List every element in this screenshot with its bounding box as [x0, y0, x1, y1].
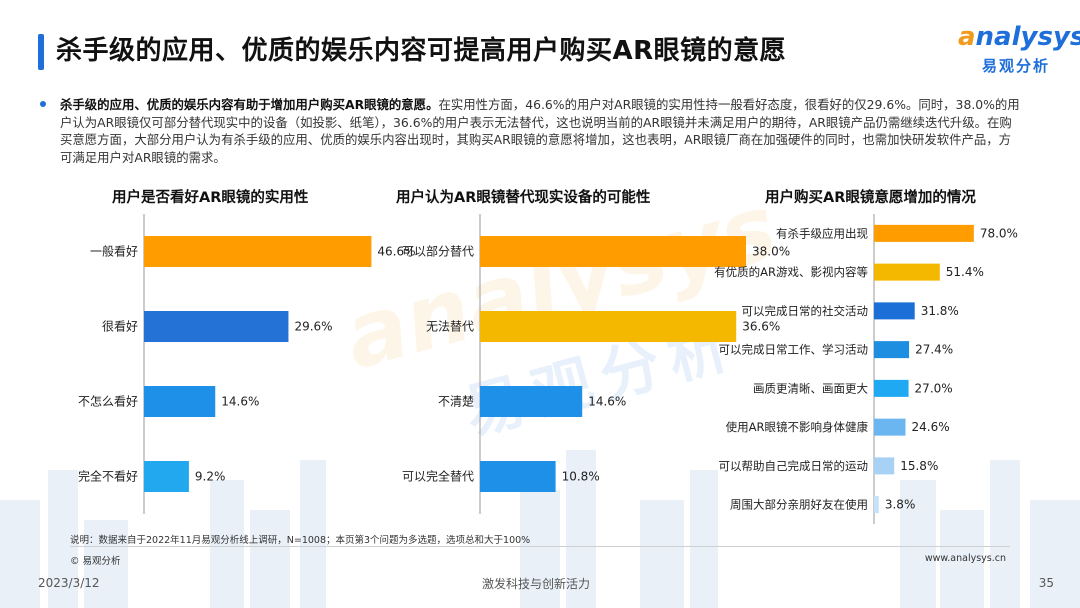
footnote: 说明：数据来自于2022年11月易观分析线上调研，N=1008；本页第3个问题为… [70, 535, 531, 546]
chart2-category-label-0: 可以部分替代 [402, 244, 474, 259]
chart3-value-label-7: 3.8% [885, 498, 916, 512]
report-date: 2023/3/12 [38, 576, 100, 590]
chart1-value-label-2: 14.6% [221, 395, 259, 409]
chart1-value-label-1: 29.6% [294, 320, 332, 334]
chart2-category-label-2: 不清楚 [438, 395, 474, 409]
chart1-bar-1 [144, 311, 289, 342]
chart2-value-label-3: 10.8% [562, 470, 600, 484]
chart2-title: 用户认为AR眼镜替代现实设备的可能性 [396, 190, 651, 206]
chart3-value-label-6: 15.8% [900, 459, 938, 473]
page-number: 35 [1038, 576, 1054, 590]
summary-bullet [40, 101, 46, 107]
chart2-category-label-1: 无法替代 [426, 320, 474, 334]
website-link[interactable]: www.analysys.cn [924, 553, 1006, 564]
chart2-value-label-2: 14.6% [588, 395, 626, 409]
summary-paragraph: 杀手级的应用、优质的娱乐内容有助于增加用户购买AR眼镜的意愿。在实用性方面，46… [60, 96, 1022, 166]
chart1-bar-0 [144, 236, 372, 267]
chart2-value-label-1: 36.6% [742, 320, 780, 334]
chart3-category-label-1: 有优质的AR游戏、影视内容等 [714, 265, 868, 279]
chart1-value-label-3: 9.2% [195, 470, 226, 484]
chart3-value-label-2: 31.8% [921, 304, 959, 318]
chart1-bar-3 [144, 461, 189, 492]
chart3-value-label-0: 78.0% [980, 226, 1018, 240]
chart3-bar-chart: 有杀手级应用出现 78.0% 有优质的AR游戏、影视内容等 51.4% 可以完成日常的社… [714, 214, 1018, 524]
chart1-category-label-3: 完全不看好 [78, 469, 138, 484]
logo-english-rest: nalysys [975, 22, 1080, 52]
title-accent-bar [38, 34, 44, 70]
chart3-category-label-0: 有杀手级应用出现 [776, 226, 868, 240]
analysys-logo: analysys 易观分析 [958, 22, 1080, 82]
chart3-category-label-5: 使用AR眼镜不影响身体健康 [726, 420, 869, 434]
chart3-category-label-2: 可以完成日常的社交活动 [742, 304, 869, 318]
chart3-value-label-1: 51.4% [946, 265, 984, 279]
chart3-bar-5 [874, 418, 906, 436]
chart2-bar-2 [480, 386, 583, 417]
footer-divider [70, 546, 1010, 547]
chart1-bar-2 [144, 386, 216, 417]
chart1-value-label-0: 46.6% [377, 245, 415, 259]
chart3-category-label-7: 周围大部分亲朋好友在使用 [730, 498, 868, 512]
chart2-bar-0 [480, 236, 746, 267]
chart3-bar-2 [874, 302, 915, 320]
chart2-bar-chart: 可以部分替代 38.0% 无法替代 36.6% 不清楚 14.6% 可以完全替代 10.8% [402, 214, 790, 514]
chart3-bar-0 [874, 224, 974, 242]
logo-english-first-letter: a [958, 22, 976, 52]
chart3-bar-6 [874, 457, 895, 475]
chart1-category-label-0: 一般看好 [90, 244, 138, 259]
chart3-title: 用户购买AR眼镜意愿增加的情况 [765, 190, 976, 206]
chart1-category-label-1: 很看好 [102, 320, 138, 334]
chart2-bar-1 [480, 311, 737, 342]
logo-chinese: 易观分析 [982, 57, 1051, 75]
chart1-title: 用户是否看好AR眼镜的实用性 [112, 190, 309, 206]
chart3-category-label-4: 画质更清晰、画面更大 [753, 381, 868, 395]
chart2-category-label-3: 可以完全替代 [402, 469, 474, 484]
chart3-value-label-3: 27.4% [915, 343, 953, 357]
copyright: © 易观分析 [70, 556, 121, 567]
summary-body: 在实用性方面，46.6%的用户对AR眼镜的实用性持一般看好态度，很看好的仅29.… [60, 97, 1020, 165]
chart3-bar-1 [874, 263, 940, 281]
chart3-value-label-5: 24.6% [911, 420, 949, 434]
chart3-value-label-4: 27.0% [915, 381, 953, 395]
chart3-bar-4 [874, 379, 909, 397]
page-title: 杀手级的应用、优质的娱乐内容可提高用户购买AR眼镜的意愿 [56, 36, 787, 66]
chart3-category-label-3: 可以完成日常工作、学习活动 [719, 343, 869, 357]
slogan: 激发科技与创新活力 [482, 577, 591, 591]
chart1-category-label-2: 不怎么看好 [78, 394, 138, 409]
chart1-bar-chart: 一般看好 46.6% 很看好 29.6% 不怎么看好 14.6% 完全不看好 9.2% [78, 214, 416, 514]
logo-english: analysys [958, 22, 1080, 52]
chart3-bar-3 [874, 341, 910, 359]
chart2-bar-3 [480, 461, 556, 492]
chart3-category-label-6: 可以帮助自己完成日常的运动 [719, 459, 869, 473]
chart3-bar-7 [874, 496, 879, 514]
summary-bold-lead: 杀手级的应用、优质的娱乐内容有助于增加用户购买AR眼镜的意愿。 [60, 97, 439, 112]
chart2-value-label-0: 38.0% [752, 245, 790, 259]
